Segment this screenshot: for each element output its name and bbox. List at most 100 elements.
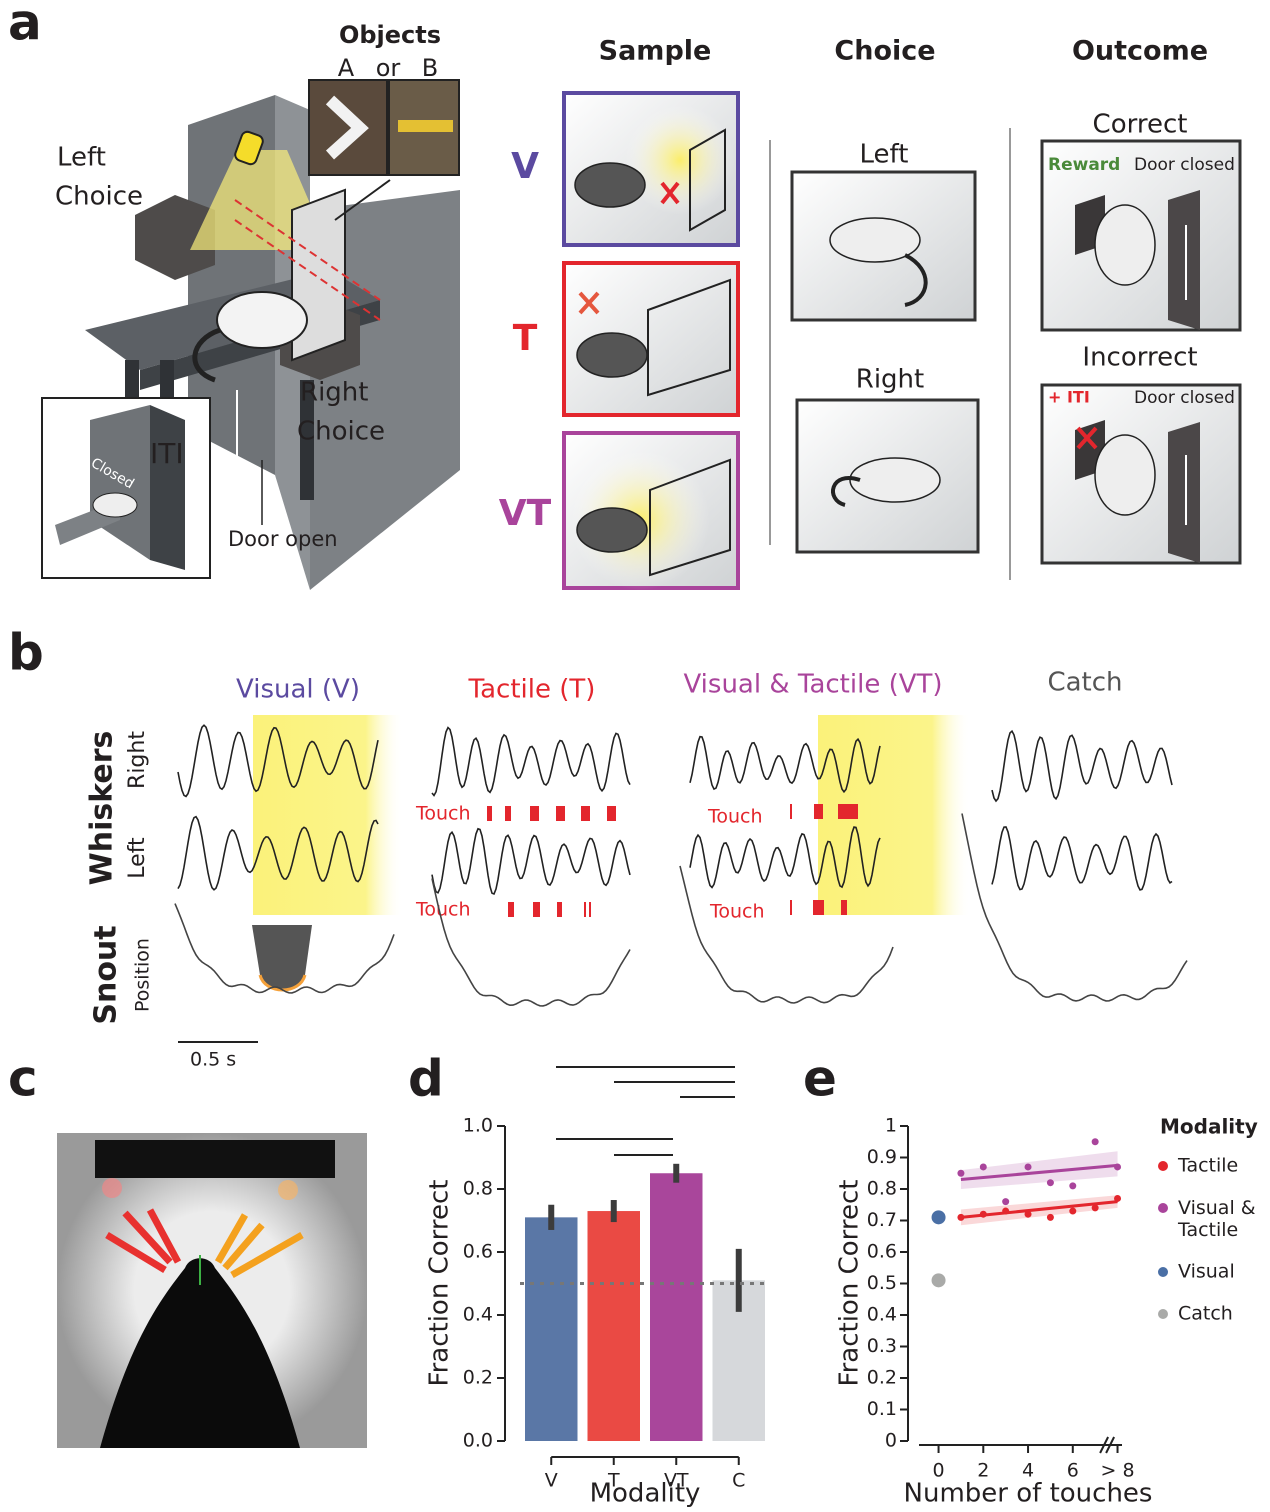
x-tick-label: C <box>732 1470 745 1492</box>
point <box>1002 1208 1009 1215</box>
y-tick-label: 0.4 <box>463 1304 493 1326</box>
label-door-open: Door open <box>228 527 338 551</box>
x-tick-label: 6 <box>1067 1460 1079 1482</box>
y-tick-label: 0.8 <box>463 1178 493 1200</box>
y-tick-label: 0.2 <box>867 1367 897 1389</box>
object-label: or <box>376 54 401 82</box>
outcome-label: Incorrect <box>1082 343 1197 373</box>
panel-label: b <box>8 624 44 682</box>
y-axis-label: Fraction Correct <box>425 1180 455 1387</box>
x-tick-label: 2 <box>977 1460 989 1482</box>
point <box>932 1273 946 1287</box>
object-label: A <box>338 54 355 82</box>
legend-marker <box>1158 1309 1168 1319</box>
point <box>1047 1214 1054 1221</box>
significance-bars <box>556 1067 735 1155</box>
y-tick-label: 0.8 <box>867 1178 897 1200</box>
legend-marker <box>1158 1267 1168 1277</box>
column-title: Sample <box>599 36 712 67</box>
x-tick-label: 0 <box>933 1460 945 1482</box>
y-tick-label: 0.6 <box>463 1241 493 1263</box>
modality-label: V <box>511 146 539 187</box>
row-label: Left <box>125 837 150 879</box>
condition-title: Tactile (T) <box>468 675 596 705</box>
label-left-choice: Choice <box>55 182 143 212</box>
point <box>957 1170 964 1177</box>
row-label: Right <box>125 731 150 789</box>
y-tick-label: 1 <box>885 1115 897 1137</box>
label-right-choice: Right <box>300 378 368 408</box>
point <box>1025 1163 1032 1170</box>
choice-label: Right <box>856 365 924 395</box>
point <box>1002 1198 1009 1205</box>
touch-label: Touch <box>415 899 471 921</box>
choice-label: Left <box>860 140 909 170</box>
x-tick-label: T <box>607 1470 620 1492</box>
choice-boxes <box>792 172 978 552</box>
label-iti: ITI <box>150 437 184 470</box>
legend-label: Visual &Tactile <box>1177 1197 1256 1241</box>
legend-label: Catch <box>1178 1303 1233 1325</box>
point <box>1114 1195 1121 1202</box>
point <box>1069 1182 1076 1189</box>
door-closed-label: Door closed <box>1134 388 1235 408</box>
y-tick-label: 1.0 <box>463 1115 493 1137</box>
y-tick-label: 0.5 <box>867 1272 897 1294</box>
point <box>1069 1208 1076 1215</box>
y-tick-label: 0 <box>885 1430 897 1452</box>
row-label: Position <box>132 938 154 1012</box>
point <box>932 1210 946 1224</box>
point <box>1025 1211 1032 1218</box>
point <box>980 1211 987 1218</box>
bar <box>650 1173 703 1441</box>
snout-drawing <box>252 925 312 990</box>
objects-title: Objects <box>339 21 441 49</box>
y-tick-label: 0.7 <box>867 1209 897 1231</box>
touch-label: Touch <box>415 803 471 825</box>
column-title: Outcome <box>1072 36 1208 67</box>
point <box>1092 1138 1099 1145</box>
label-right-choice: Choice <box>297 417 385 447</box>
whisker-trace <box>992 827 1172 890</box>
y-tick-label: 0.0 <box>463 1430 493 1452</box>
panel-label: c <box>8 1050 38 1108</box>
x-tick-label: > 8 <box>1100 1460 1134 1482</box>
outcome-label: Correct <box>1093 110 1188 140</box>
whisker-trace <box>432 728 630 796</box>
point <box>1114 1163 1121 1170</box>
touch-label: Touch <box>709 901 765 923</box>
x-tick-label: 4 <box>1022 1460 1034 1482</box>
point <box>1047 1179 1054 1186</box>
point <box>1092 1204 1099 1211</box>
label-left-choice: Left <box>57 143 106 173</box>
x-axis-label: Number of touches <box>904 1479 1153 1509</box>
whisker-image <box>57 1133 367 1448</box>
sample-boxes <box>564 93 738 590</box>
x-tick-label: VT <box>664 1470 689 1492</box>
figure: a b c d e Left Choice Right Choice Objec… <box>0 0 1270 1512</box>
y-tick-label: 0.2 <box>463 1367 493 1389</box>
whisker-trace <box>432 829 630 894</box>
bar <box>588 1211 641 1441</box>
legend-label: Visual <box>1178 1261 1235 1283</box>
condition-title: Visual (V) <box>236 675 360 705</box>
modality-label: VT <box>499 493 552 534</box>
iti-penalty-label: + ITI <box>1048 388 1090 407</box>
touch-label: Touch <box>707 806 763 828</box>
y-tick-label: 0.4 <box>867 1304 897 1326</box>
y-tick-label: 0.3 <box>867 1335 897 1357</box>
light-window <box>253 715 403 915</box>
legend-marker <box>1158 1161 1168 1171</box>
scale-bar-label: 0.5 s <box>190 1049 236 1071</box>
panel-label: a <box>8 0 42 52</box>
reward-label: Reward <box>1048 155 1120 175</box>
legend-label: Tactile <box>1177 1155 1238 1177</box>
y-tick-label: 0.9 <box>867 1146 897 1168</box>
door-closed-label: Door closed <box>1134 155 1235 175</box>
legend-title: Modality <box>1160 1115 1258 1139</box>
row-title: Whiskers <box>85 731 120 886</box>
y-axis-label: Fraction Correct <box>835 1180 865 1387</box>
row-title: Snout <box>89 925 124 1024</box>
panel-label: d <box>408 1050 444 1108</box>
whisker-trace <box>992 731 1172 801</box>
